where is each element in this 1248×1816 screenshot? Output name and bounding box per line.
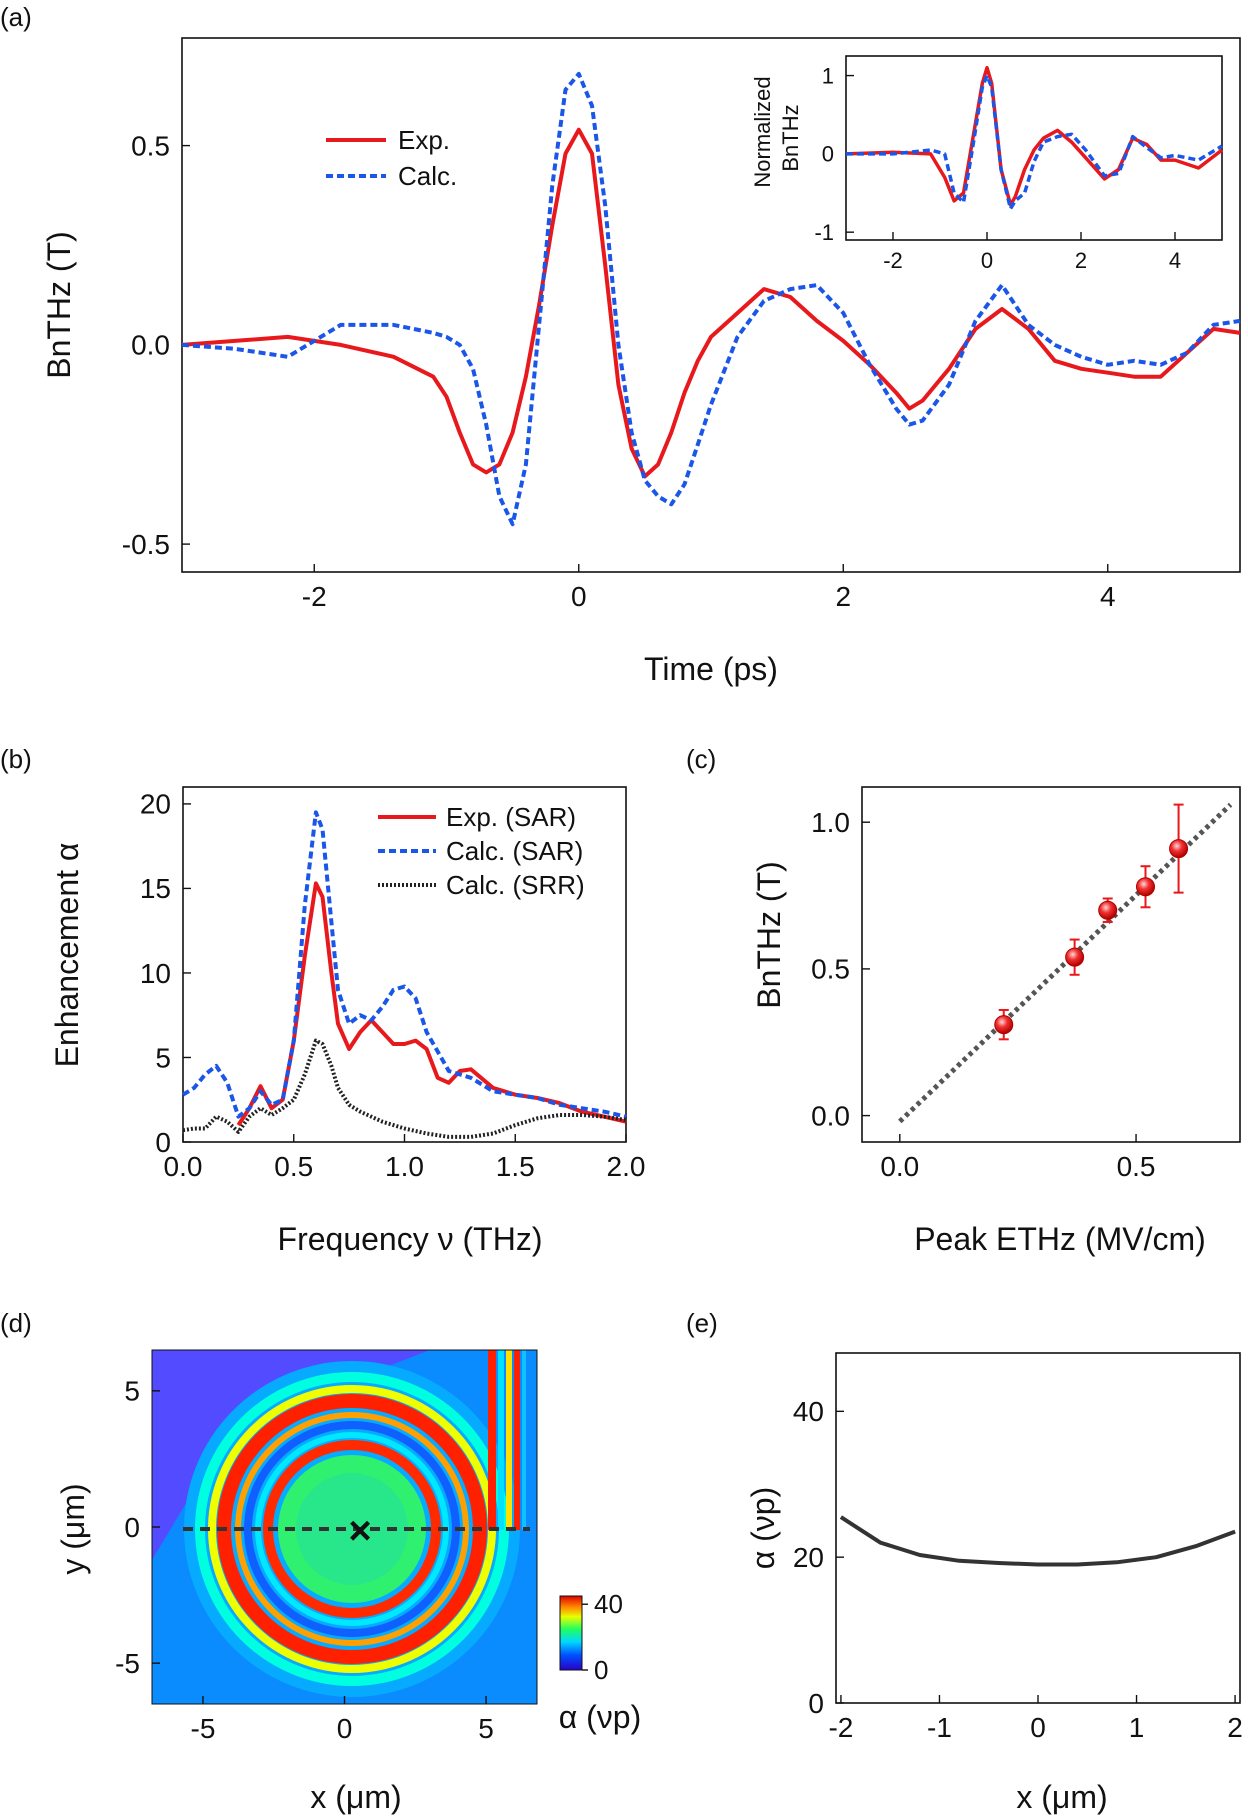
plot-a-frame bbox=[181, 37, 1241, 573]
series-layer bbox=[181, 65, 1241, 1567]
y-tick-label: 15 bbox=[140, 873, 171, 904]
heatmap-feed-line bbox=[522, 1350, 526, 1530]
series-line-calc bbox=[181, 71, 1241, 527]
y-tick-label: 0 bbox=[822, 142, 834, 167]
y-tick-label: 40 bbox=[793, 1396, 824, 1427]
x-tick-label: 0.0 bbox=[880, 1151, 919, 1182]
series-line-calc-sar bbox=[181, 810, 627, 1119]
data-point bbox=[1136, 877, 1155, 897]
plot-e-xlabel: x (μm) bbox=[1016, 1779, 1107, 1815]
plot-e-ylabel: α (νp) bbox=[745, 1487, 781, 1570]
colorbar-label: α (νp) bbox=[559, 1699, 642, 1735]
plot-c-frame bbox=[861, 786, 1241, 1143]
legend-b-label-calc-sar: Calc. (SAR) bbox=[446, 836, 583, 866]
colorbar-tick-label: 0 bbox=[594, 1655, 608, 1685]
y-tick-label: -5 bbox=[115, 1648, 140, 1679]
heatmap-feed-line bbox=[488, 1350, 496, 1530]
x-tick-label: 1.0 bbox=[385, 1151, 424, 1182]
x-tick-label: 2 bbox=[1075, 248, 1087, 273]
plot-d-xlabel: x (μm) bbox=[310, 1779, 401, 1815]
x-tick-label: 5 bbox=[478, 1713, 494, 1744]
x-tick-label: 0 bbox=[337, 1713, 353, 1744]
y-tick-label: 0.5 bbox=[131, 130, 170, 161]
heatmap-feed-line bbox=[506, 1350, 512, 1530]
y-tick-label: 0 bbox=[155, 1127, 171, 1158]
x-tick-label: 0.5 bbox=[1117, 1151, 1156, 1182]
x-tick-label: -5 bbox=[191, 1713, 216, 1744]
x-tick-label: 1.5 bbox=[496, 1151, 535, 1182]
heatmap-rings bbox=[152, 1350, 530, 1697]
panel-label-b: (b) bbox=[0, 744, 32, 774]
heatmap-corner-region bbox=[152, 1350, 430, 1560]
series-line-exp bbox=[845, 65, 1224, 207]
y-tick-label: -0.5 bbox=[122, 529, 170, 560]
legend-a-label-exp: Exp. bbox=[398, 125, 450, 155]
plot-a-xlabel: Time (ps) bbox=[644, 651, 778, 687]
x-tick-label: 0.0 bbox=[164, 1151, 203, 1182]
series-line-curve bbox=[839, 1515, 1236, 1567]
x-tick-label: 4 bbox=[1169, 248, 1181, 273]
panel-label-a: (a) bbox=[0, 2, 32, 32]
y-tick-label: 10 bbox=[140, 958, 171, 989]
plot-a-inset-ylabel-line2: BnTHz bbox=[778, 104, 803, 171]
heatmap-feed-line bbox=[498, 1350, 504, 1530]
plot-c-ylabel: BnTHz (T) bbox=[751, 861, 787, 1009]
x-tick-label: 0 bbox=[981, 248, 993, 273]
y-tick-label: 0.5 bbox=[811, 954, 850, 985]
x-tick-label: 0 bbox=[571, 581, 587, 612]
x-tick-label: -2 bbox=[828, 1712, 853, 1743]
y-tick-label: 0.0 bbox=[131, 330, 170, 361]
y-tick-label: 1.0 bbox=[811, 807, 850, 838]
y-tick-label: 20 bbox=[793, 1542, 824, 1573]
panel-label-c: (c) bbox=[686, 744, 716, 774]
y-tick-label: 0 bbox=[124, 1512, 140, 1543]
y-tick-label: 20 bbox=[140, 789, 171, 820]
panel-label-e: (e) bbox=[686, 1308, 718, 1338]
colorbar-d bbox=[559, 1595, 583, 1671]
heatmap-center-glow bbox=[296, 1473, 408, 1585]
plot-c-xlabel: Peak ETHz (MV/cm) bbox=[914, 1221, 1206, 1257]
plot-b-xlabel: Frequency ν (THz) bbox=[278, 1221, 543, 1257]
x-tick-label: 2 bbox=[1227, 1712, 1243, 1743]
x-tick-label: 2 bbox=[835, 581, 851, 612]
legend-b: Exp. (SAR) Calc. (SAR) Calc. (SRR) bbox=[378, 802, 585, 900]
series-line-calc-srr bbox=[182, 1038, 627, 1139]
x-tick-label: -2 bbox=[302, 581, 327, 612]
heatmap-center-marker: × bbox=[348, 1509, 371, 1553]
x-tick-label: 4 bbox=[1100, 581, 1116, 612]
plot-e-frame bbox=[835, 1352, 1241, 1704]
x-tick-label: 0.5 bbox=[274, 1151, 313, 1182]
data-point bbox=[1065, 947, 1085, 967]
heatmap-d bbox=[151, 1349, 538, 1705]
plot-b-ylabel: Enhancement α bbox=[49, 843, 85, 1068]
panel-label-d: (d) bbox=[0, 1308, 32, 1338]
y-tick-label: 1 bbox=[822, 63, 834, 88]
x-tick-label: 2.0 bbox=[607, 1151, 646, 1182]
series-line-calc bbox=[846, 73, 1223, 211]
plot-a-inset-ylabel-line1: Normalized bbox=[750, 76, 775, 187]
y-tick-label: 0 bbox=[808, 1688, 824, 1719]
colorbar-tick-label: 40 bbox=[594, 1589, 623, 1619]
y-tick-label: 5 bbox=[124, 1376, 140, 1407]
x-tick-label: 1 bbox=[1129, 1712, 1145, 1743]
x-tick-label: 0 bbox=[1030, 1712, 1046, 1743]
legend-a: Exp. Calc. bbox=[326, 125, 457, 191]
x-tick-label: -1 bbox=[927, 1712, 952, 1743]
heatmap-feed-line bbox=[514, 1350, 520, 1530]
y-tick-label: 5 bbox=[155, 1042, 171, 1073]
data-point bbox=[1098, 900, 1118, 920]
x-tick-label: -2 bbox=[883, 248, 903, 273]
plot-d-ylabel: y (μm) bbox=[55, 1483, 91, 1574]
legend-b-label-exp-sar: Exp. (SAR) bbox=[446, 802, 576, 832]
data-point bbox=[994, 1015, 1014, 1035]
y-tick-label: 0.0 bbox=[811, 1100, 850, 1131]
plot-a-ylabel: BnTHz (T) bbox=[41, 231, 77, 379]
legend-a-label-calc: Calc. bbox=[398, 161, 457, 191]
legend-b-label-calc-srr: Calc. (SRR) bbox=[446, 870, 585, 900]
data-point bbox=[1169, 839, 1189, 859]
y-tick-label: -1 bbox=[814, 220, 834, 245]
series-line-exp bbox=[181, 127, 1241, 479]
